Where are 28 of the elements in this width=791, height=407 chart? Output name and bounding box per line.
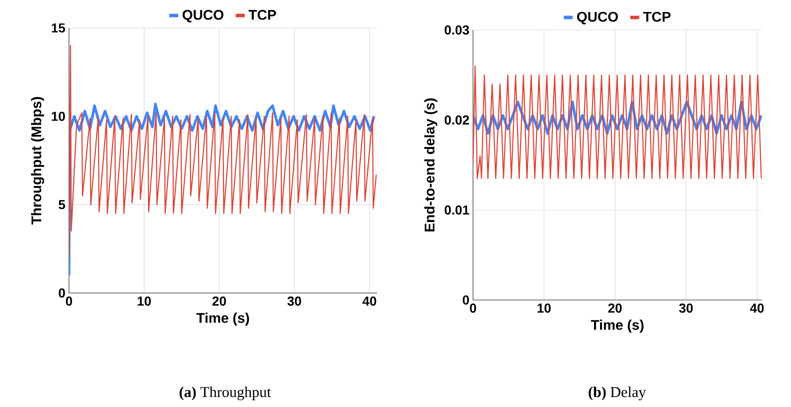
- y-tick-label: 0.03: [444, 25, 469, 35]
- legend-label: TCP: [643, 12, 671, 22]
- x-tick-label: 40: [362, 296, 376, 306]
- x-tick-label: 10: [538, 304, 551, 313]
- x-tick-label: 40: [750, 304, 764, 313]
- y-tick-label: 5: [58, 200, 66, 210]
- x-tick-label: 0: [470, 304, 476, 313]
- x-tick-label: 30: [287, 296, 302, 306]
- text: (b) Delay: [588, 386, 646, 400]
- x-axis-title: Time (s): [196, 312, 250, 326]
- legend-label: QUCO: [182, 10, 224, 22]
- y-tick-label: 0.02: [444, 115, 469, 125]
- y-axis-title: End-to-end delay (s): [424, 98, 438, 232]
- y-tick-label: 0: [58, 288, 65, 298]
- text: (a) Throughput: [180, 386, 271, 400]
- x-tick-label: 0: [66, 296, 72, 306]
- x-tick-label: 10: [138, 296, 151, 306]
- y-tick-label: 10: [52, 112, 65, 121]
- legend-label: TCP: [248, 10, 276, 20]
- x-tick-label: 30: [679, 304, 693, 313]
- line-series: [473, 65, 762, 180]
- x-tick-label: 20: [212, 296, 226, 306]
- y-axis-title: Throughput (Mbps): [31, 97, 44, 224]
- x-tick-label: 20: [608, 304, 622, 313]
- y-tick-label: 15: [52, 23, 66, 33]
- y-tick-label: 0.01: [444, 205, 470, 215]
- legend-label: QUCO: [577, 12, 618, 24]
- x-axis-title: Time (s): [590, 320, 644, 333]
